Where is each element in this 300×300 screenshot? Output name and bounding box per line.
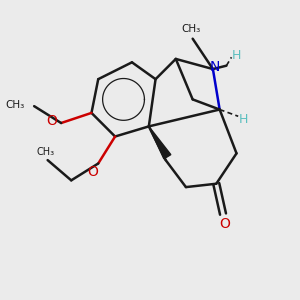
Polygon shape <box>149 126 171 159</box>
Text: CH₃: CH₃ <box>37 147 55 157</box>
Text: O: O <box>219 217 230 231</box>
Text: CH₃: CH₃ <box>5 100 25 110</box>
Text: H: H <box>238 113 248 126</box>
Text: CH₃: CH₃ <box>182 24 201 34</box>
Text: O: O <box>88 165 99 179</box>
Text: O: O <box>46 114 57 128</box>
Text: H: H <box>232 49 241 62</box>
Text: N: N <box>209 60 220 74</box>
